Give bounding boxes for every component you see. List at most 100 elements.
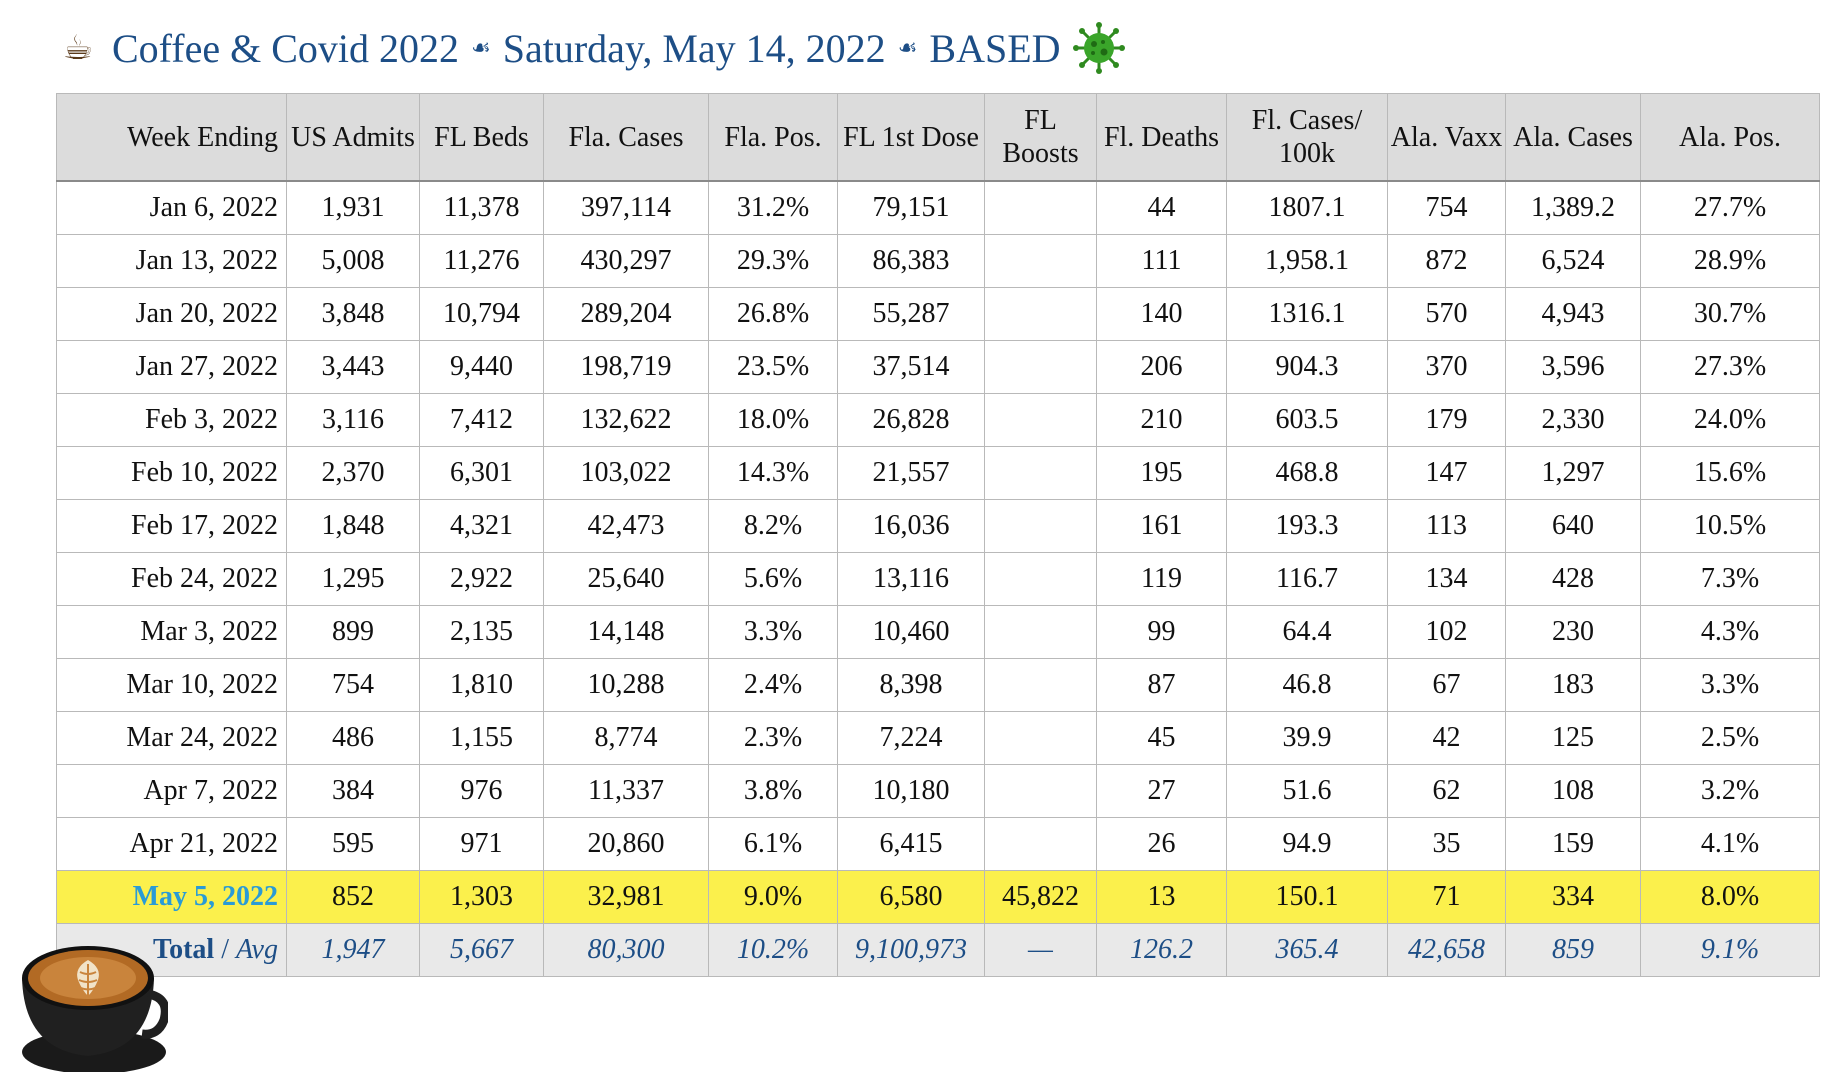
- table-cell: 62: [1387, 764, 1506, 818]
- table-cell: 116.7: [1226, 552, 1388, 606]
- week-ending-cell: Feb 17, 2022: [56, 499, 287, 553]
- week-ending-cell: Jan 20, 2022: [56, 287, 287, 341]
- column-header: Week Ending: [56, 93, 287, 182]
- table-cell: 4.1%: [1640, 817, 1820, 871]
- table-cell: [984, 711, 1097, 765]
- table-cell: 2.5%: [1640, 711, 1820, 765]
- table-cell: 428: [1505, 552, 1641, 606]
- table-cell: 852: [286, 870, 420, 924]
- table-cell: 45,822: [984, 870, 1097, 924]
- table-cell: 147: [1387, 446, 1506, 500]
- table-cell: 3,443: [286, 340, 420, 394]
- week-ending-cell: Jan 6, 2022: [56, 180, 287, 235]
- table-cell: 397,114: [543, 180, 709, 235]
- column-header: US Admits: [286, 93, 420, 182]
- table-cell: 1,848: [286, 499, 420, 553]
- table-cell: 103,022: [543, 446, 709, 500]
- table-cell: 1,155: [419, 711, 544, 765]
- column-header: Ala. Cases: [1505, 93, 1641, 182]
- table-row: Mar 3, 2022 899 2,135 14,148 3.3% 10,460 99 64.…: [56, 605, 1820, 659]
- table-cell: 1,958.1: [1226, 234, 1388, 288]
- total-slash: /: [221, 934, 229, 965]
- week-ending-cell: Feb 10, 2022: [56, 446, 287, 500]
- table-cell: 193.3: [1226, 499, 1388, 553]
- table-cell: 94.9: [1226, 817, 1388, 871]
- table-cell: 71: [1387, 870, 1506, 924]
- table-cell: 486: [286, 711, 420, 765]
- page-title: ☕ Coffee & Covid 2022 ☙ Saturday, May 14…: [56, 18, 1125, 78]
- table-cell: 210: [1096, 393, 1227, 447]
- table-cell: 45: [1096, 711, 1227, 765]
- fleuron-separator-icon: ☙: [471, 35, 491, 61]
- table-cell: 132,622: [543, 393, 709, 447]
- table-cell: 468.8: [1226, 446, 1388, 500]
- table-cell: 904.3: [1226, 340, 1388, 394]
- column-header: Fl. Deaths: [1096, 93, 1227, 182]
- column-header: Ala. Vaxx: [1387, 93, 1506, 182]
- table-cell: 11,337: [543, 764, 709, 818]
- table-cell: 46.8: [1226, 658, 1388, 712]
- table-cell: 976: [419, 764, 544, 818]
- table-cell: 2.3%: [708, 711, 838, 765]
- column-header: Fl. Cases/ 100k: [1226, 93, 1388, 182]
- table-cell: 6.1%: [708, 817, 838, 871]
- column-header: Fla. Cases: [543, 93, 709, 182]
- table-row: Apr 21, 2022 595 971 20,860 6.1% 6,415 26 94.9 3…: [56, 817, 1820, 871]
- total-cell: 5,667: [419, 923, 544, 977]
- table-cell: 2,330: [1505, 393, 1641, 447]
- total-cell: 10.2%: [708, 923, 838, 977]
- table-cell: 25,640: [543, 552, 709, 606]
- week-ending-cell: Jan 27, 2022: [56, 340, 287, 394]
- table-cell: 13,116: [837, 552, 985, 606]
- table-cell: 9.0%: [708, 870, 838, 924]
- virus-icon: [1072, 22, 1125, 74]
- column-header: FL 1st Dose: [837, 93, 985, 182]
- table-cell: 6,415: [837, 817, 985, 871]
- table-cell: 3,848: [286, 287, 420, 341]
- table-cell: 334: [1505, 870, 1641, 924]
- table-header-row: Week Ending US Admits FL Beds Fla. Cases…: [56, 93, 1820, 182]
- table-body: Jan 6, 2022 1,931 11,378 397,114 31.2% 79,151…: [56, 180, 1820, 924]
- table-cell: 134: [1387, 552, 1506, 606]
- table-cell: 113: [1387, 499, 1506, 553]
- table-cell: 6,580: [837, 870, 985, 924]
- table-cell: [984, 180, 1097, 235]
- table-cell: 140: [1096, 287, 1227, 341]
- table-cell: 971: [419, 817, 544, 871]
- table-cell: 31.2%: [708, 180, 838, 235]
- total-cell: 1,947: [286, 923, 420, 977]
- table-cell: 1,297: [1505, 446, 1641, 500]
- table-cell: [984, 817, 1097, 871]
- table-cell: 11,378: [419, 180, 544, 235]
- table-cell: 10,460: [837, 605, 985, 659]
- total-cell: 365.4: [1226, 923, 1388, 977]
- table-cell: 37,514: [837, 340, 985, 394]
- table-cell: 1,389.2: [1505, 180, 1641, 235]
- week-ending-cell: Feb 24, 2022: [56, 552, 287, 606]
- table-cell: 67: [1387, 658, 1506, 712]
- table-cell: 14.3%: [708, 446, 838, 500]
- table-cell: 5,008: [286, 234, 420, 288]
- table-cell: 754: [286, 658, 420, 712]
- table-cell: 754: [1387, 180, 1506, 235]
- latte-cup-image: [22, 946, 168, 1072]
- title-part-coffee-covid: Coffee & Covid 2022: [112, 25, 460, 71]
- table-cell: 4,943: [1505, 287, 1641, 341]
- table-cell: 51.6: [1226, 764, 1388, 818]
- table-cell: 16,036: [837, 499, 985, 553]
- table-row: Apr 7, 2022 384 976 11,337 3.8% 10,180 27 51.6 6…: [56, 764, 1820, 818]
- week-ending-cell: May 5, 2022: [56, 870, 287, 924]
- column-header: FL Beds: [419, 93, 544, 182]
- covid-data-table: Week Ending US Admits FL Beds Fla. Cases…: [56, 93, 1820, 977]
- table-cell: [984, 287, 1097, 341]
- table-cell: [984, 446, 1097, 500]
- table-cell: 3.3%: [1640, 658, 1820, 712]
- table-cell: 28.9%: [1640, 234, 1820, 288]
- table-cell: 10,288: [543, 658, 709, 712]
- table-cell: 8.0%: [1640, 870, 1820, 924]
- total-cell: 42,658: [1387, 923, 1506, 977]
- table-cell: 150.1: [1226, 870, 1388, 924]
- table-cell: 4,321: [419, 499, 544, 553]
- table-cell: 1,810: [419, 658, 544, 712]
- table-cell: 2,922: [419, 552, 544, 606]
